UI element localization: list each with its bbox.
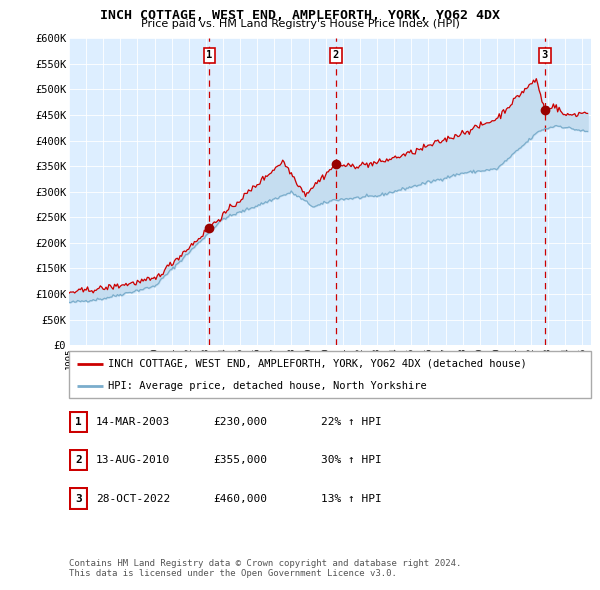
Text: 28-OCT-2022: 28-OCT-2022: [96, 494, 170, 503]
Text: £230,000: £230,000: [213, 417, 267, 427]
Text: 2: 2: [75, 455, 82, 465]
Text: 13-AUG-2010: 13-AUG-2010: [96, 455, 170, 465]
Text: 3: 3: [542, 50, 548, 60]
Text: INCH COTTAGE, WEST END, AMPLEFORTH, YORK, YO62 4DX: INCH COTTAGE, WEST END, AMPLEFORTH, YORK…: [100, 9, 500, 22]
Text: £460,000: £460,000: [213, 494, 267, 503]
Text: 30% ↑ HPI: 30% ↑ HPI: [321, 455, 382, 465]
Text: 14-MAR-2003: 14-MAR-2003: [96, 417, 170, 427]
Text: 1: 1: [75, 417, 82, 427]
Text: 2: 2: [333, 50, 339, 60]
Text: INCH COTTAGE, WEST END, AMPLEFORTH, YORK, YO62 4DX (detached house): INCH COTTAGE, WEST END, AMPLEFORTH, YORK…: [108, 359, 527, 369]
Text: 22% ↑ HPI: 22% ↑ HPI: [321, 417, 382, 427]
Text: 1: 1: [206, 50, 212, 60]
Text: 3: 3: [75, 494, 82, 503]
Text: £355,000: £355,000: [213, 455, 267, 465]
Text: Price paid vs. HM Land Registry's House Price Index (HPI): Price paid vs. HM Land Registry's House …: [140, 19, 460, 30]
Text: Contains HM Land Registry data © Crown copyright and database right 2024.
This d: Contains HM Land Registry data © Crown c…: [69, 559, 461, 578]
Text: 13% ↑ HPI: 13% ↑ HPI: [321, 494, 382, 503]
Text: HPI: Average price, detached house, North Yorkshire: HPI: Average price, detached house, Nort…: [108, 381, 427, 391]
